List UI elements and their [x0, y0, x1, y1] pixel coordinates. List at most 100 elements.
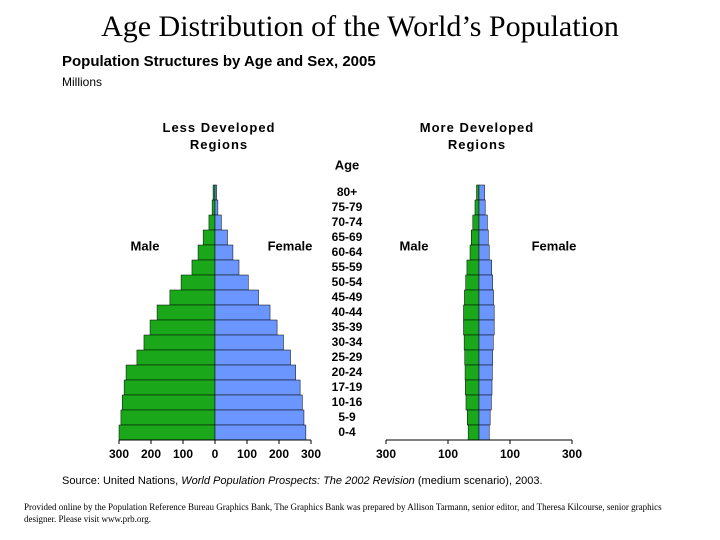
- source-title: World Population Prospects: The 2002 Rev…: [181, 475, 415, 487]
- y-tick-label: 45-49: [332, 290, 363, 304]
- x-tick-label: 300: [301, 447, 321, 461]
- y-tick-label: 55-59: [332, 260, 363, 274]
- bar: [478, 289, 494, 306]
- y-tick-label: 10-16: [332, 395, 363, 409]
- bar: [478, 304, 495, 321]
- x-tick-label: 300: [109, 447, 129, 461]
- bar: [197, 244, 216, 261]
- bar: [478, 349, 493, 366]
- bar: [214, 379, 301, 396]
- bar: [478, 184, 485, 201]
- unit-label: Millions: [62, 75, 103, 89]
- y-tick-label: 65-69: [332, 230, 363, 244]
- bar: [465, 379, 480, 396]
- y-tick-label: 35-39: [332, 320, 363, 334]
- legend-label: Male: [400, 238, 429, 253]
- bar: [214, 259, 240, 276]
- bar: [156, 304, 216, 321]
- source-text: (medium scenario), 2003.: [414, 475, 543, 487]
- x-tick-label: 200: [269, 447, 289, 461]
- x-tick-label: 100: [237, 447, 257, 461]
- bar: [478, 319, 495, 336]
- source: Source: United Nations, World Population…: [62, 475, 543, 487]
- panel-title: More Developed Regions: [419, 120, 535, 152]
- bar: [214, 394, 303, 411]
- bar: [467, 424, 480, 441]
- x-tick-label: 300: [376, 447, 396, 461]
- bar: [464, 364, 480, 381]
- bar: [214, 319, 278, 336]
- bar: [120, 409, 216, 426]
- source-text: Source: United Nations,: [62, 475, 182, 487]
- panel-title: Less Developed Regions: [162, 120, 276, 152]
- bar: [149, 319, 216, 336]
- credit: Provided online by the Population Refere…: [24, 502, 662, 524]
- title: Age Distribution of the World’s Populati…: [101, 10, 619, 43]
- bar: [463, 304, 480, 321]
- x-tick-label: 100: [500, 447, 520, 461]
- bar: [214, 334, 284, 351]
- y-tick-label: 50-54: [332, 275, 363, 289]
- bar: [478, 214, 488, 231]
- bar: [214, 229, 228, 246]
- bar: [214, 199, 219, 216]
- bar: [214, 244, 234, 261]
- bar: [136, 349, 216, 366]
- legend-label: Male: [131, 238, 160, 253]
- legend-label: Female: [268, 238, 313, 253]
- bar: [476, 184, 480, 201]
- x-tick-label: 0: [212, 447, 219, 461]
- bar: [478, 199, 486, 216]
- bar: [478, 259, 492, 276]
- bar: [211, 199, 216, 216]
- bar: [125, 364, 216, 381]
- bar: [478, 394, 492, 411]
- bar: [118, 424, 216, 441]
- bar: [465, 274, 480, 291]
- y-tick-label: 5-9: [338, 410, 356, 424]
- y-axis-label: Age: [335, 157, 360, 172]
- x-tick-label: 300: [562, 447, 582, 461]
- bar: [180, 274, 216, 291]
- bar: [214, 184, 217, 201]
- y-tick-label: 60-64: [332, 245, 363, 259]
- bar: [212, 184, 216, 201]
- bar: [471, 229, 480, 246]
- bar: [469, 244, 480, 261]
- bar: [472, 214, 480, 231]
- subtitle: Population Structures by Age and Sex, 20…: [62, 53, 376, 70]
- y-tick-label: 30-34: [332, 335, 363, 349]
- bar: [466, 259, 480, 276]
- bar: [478, 244, 490, 261]
- bar: [478, 364, 493, 381]
- bar: [214, 424, 307, 441]
- y-tick-label: 75-79: [332, 200, 363, 214]
- bar: [214, 304, 271, 321]
- bar: [121, 394, 216, 411]
- bar: [191, 259, 216, 276]
- bar: [478, 424, 490, 441]
- y-tick-label: 25-29: [332, 350, 363, 364]
- bar: [169, 289, 216, 306]
- y-tick-label: 20-24: [332, 365, 363, 379]
- bar: [464, 349, 480, 366]
- bar: [214, 409, 305, 426]
- y-tick-label: 40-44: [332, 305, 363, 319]
- bar: [478, 334, 494, 351]
- bar: [208, 214, 216, 231]
- bar: [463, 319, 480, 336]
- bar: [478, 379, 493, 396]
- bar: [474, 199, 480, 216]
- y-tick-label: 17-19: [332, 380, 363, 394]
- x-tick-label: 100: [173, 447, 193, 461]
- bar: [466, 409, 480, 426]
- y-tick-label: 0-4: [338, 425, 356, 439]
- bar: [202, 229, 216, 246]
- bar: [478, 274, 493, 291]
- bar: [214, 274, 249, 291]
- bar: [143, 334, 216, 351]
- bar: [214, 214, 222, 231]
- x-tick-label: 200: [141, 447, 161, 461]
